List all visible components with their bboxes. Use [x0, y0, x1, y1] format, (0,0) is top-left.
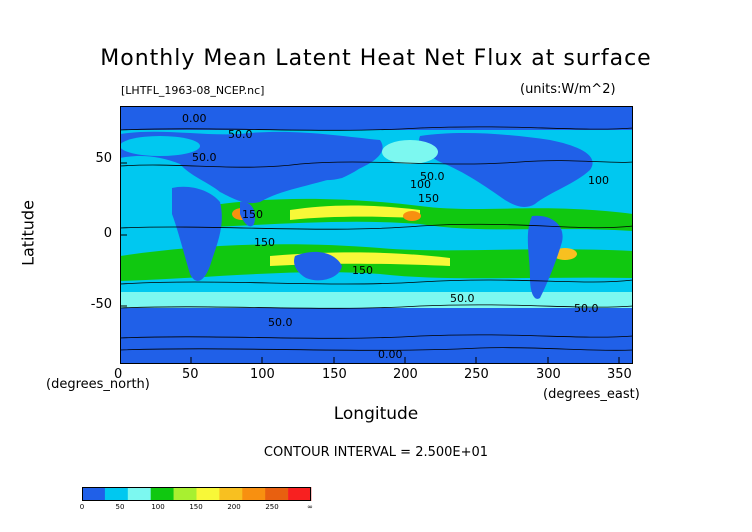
- colorbar-label: 250: [265, 503, 279, 511]
- land-south-america: [527, 215, 563, 299]
- colorbar-cell: [127, 487, 151, 501]
- contour-label: 50.0: [228, 128, 253, 141]
- x-unit-note: (degrees_east): [543, 387, 640, 402]
- x-tick-label: 250: [464, 367, 489, 382]
- contour-label: 150: [352, 264, 373, 277]
- x-tick-label: 150: [322, 367, 347, 382]
- contour-label: 150: [418, 192, 439, 205]
- colorbar-label: 50: [115, 503, 125, 511]
- y-unit-note: (degrees_north): [46, 377, 150, 392]
- land-antarctica: [120, 329, 633, 364]
- colorbar-cell: [173, 487, 197, 501]
- heatmap-plot: 0.00 50.0 50.0 100 150 50.0 150 50.0 100…: [120, 106, 633, 364]
- contour-label: 100: [588, 174, 609, 187]
- units-label: (units:W/m^2): [520, 82, 616, 97]
- contour-label: 50.0: [192, 151, 217, 164]
- north-yellow-belt: [290, 205, 420, 220]
- colorbar-label: 100: [151, 503, 165, 511]
- contour-label: 50.0: [450, 292, 475, 305]
- contour-label: 100: [410, 178, 431, 191]
- colorbar-label: 150: [189, 503, 203, 511]
- tick-marks: [120, 162, 620, 364]
- north-pacific-patch: [382, 140, 438, 164]
- contour-label: 50.0: [574, 302, 599, 315]
- land-india: [240, 201, 256, 227]
- y-axis-label: Latitude: [18, 200, 38, 266]
- colorbar-cell: [242, 487, 266, 501]
- land-africa: [172, 186, 222, 281]
- contour-label: 150: [254, 236, 275, 249]
- land-east-asia: [269, 138, 371, 181]
- x-axis-label: Longitude: [333, 404, 419, 424]
- chart-subtitle: [LHTFL_1963-08_NCEP.nc]: [121, 84, 265, 97]
- colorbar-cell: [82, 487, 106, 501]
- y-tick-label: 0: [103, 226, 112, 241]
- contour-label: 50.0: [420, 170, 445, 183]
- colorbar: [82, 487, 312, 501]
- x-tick-label: 0: [114, 367, 123, 382]
- x-tick-label: 350: [607, 367, 632, 382]
- north-atlantic-patch: [120, 136, 200, 156]
- colorbar-cell: [265, 487, 289, 501]
- colorbar-cell: [196, 487, 220, 501]
- contour-label: 0.00: [378, 348, 403, 361]
- colorbar-cell: [288, 487, 312, 501]
- contour-label: 150: [242, 208, 263, 221]
- x-tick-label: 200: [393, 367, 418, 382]
- x-tick-label: 50: [182, 367, 199, 382]
- contour-interval: CONTOUR INTERVAL = 2.500E+01: [263, 445, 489, 460]
- land-australia: [294, 251, 342, 281]
- colorbar-cell: [219, 487, 243, 501]
- colorbar-cell: [150, 487, 174, 501]
- colorbar-label: ∞: [307, 503, 313, 511]
- x-tick-label: 100: [250, 367, 275, 382]
- colorbar-cell: [104, 487, 129, 501]
- southern-ocean-band: [120, 292, 633, 308]
- y-tick-label: 50: [95, 151, 112, 166]
- contour-label: 50.0: [268, 316, 293, 329]
- orange-hotspot-2: [403, 211, 421, 221]
- y-tick-label: -50: [90, 297, 112, 312]
- contour-lines: [120, 126, 633, 351]
- north-polar-band: [120, 106, 633, 130]
- colorbar-label: 200: [227, 503, 241, 511]
- x-tick-label: 300: [536, 367, 561, 382]
- land-north-america: [419, 133, 593, 207]
- chart-title: Monthly Mean Latent Heat Net Flux at sur…: [100, 46, 652, 71]
- contour-label: 0.00: [182, 112, 207, 125]
- colorbar-label: 0: [79, 503, 85, 511]
